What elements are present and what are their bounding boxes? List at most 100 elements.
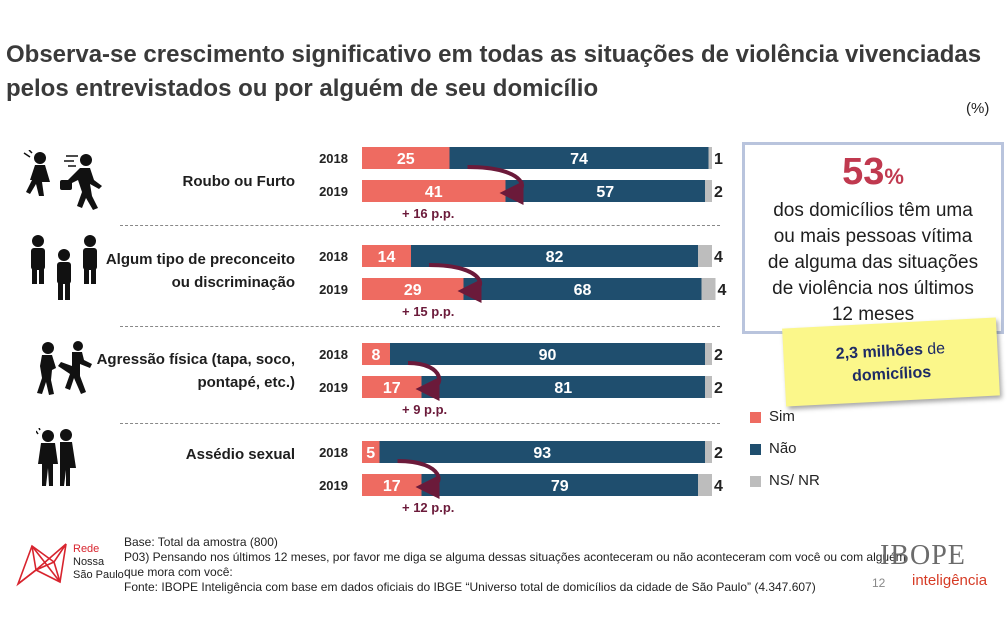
footer-notes: Base: Total da amostra (800) P03) Pensan… (124, 535, 906, 595)
category-label-line: Algum tipo de preconceito (105, 251, 295, 268)
bar-segment-ns (705, 441, 712, 463)
year-label: 2018 (319, 445, 348, 460)
unit-label: (%) (966, 100, 990, 117)
category-label-line: Roubo ou Furto (182, 173, 295, 190)
sticky-note: 2,3 milhões de domicílios (782, 317, 1000, 407)
bar-segment-ns (708, 147, 712, 169)
rede-line-3: São Paulo (73, 569, 124, 581)
harassment-icon (35, 427, 80, 495)
footer-question-cont: que mora com você: (124, 565, 233, 579)
data-label-sim: 17 (383, 380, 401, 397)
stat-text-line: ou mais pessoas vítima (773, 226, 973, 247)
bar-segment-nao (449, 147, 709, 169)
legend-swatch (750, 443, 761, 455)
bar-segment-sim (362, 180, 506, 202)
data-label-sim: 29 (404, 282, 422, 299)
delta-arrow (467, 165, 524, 205)
footer-question: P03) Pensando nos últimos 12 meses, por … (124, 550, 906, 564)
delta-label: + 15 p.p. (402, 304, 454, 319)
bar-segment-nao (411, 245, 698, 267)
bar-segment-sim (362, 441, 380, 463)
note-normal: de (922, 340, 946, 359)
title-line-2: pelos entrevistados ou por alguém de seu… (6, 75, 599, 102)
category-label-line: Agressão física (tapa, soco, (96, 351, 295, 368)
year-label: 2019 (319, 282, 348, 297)
legend-swatch (750, 475, 761, 487)
bar-segment-ns (698, 245, 712, 267)
year-label: 2018 (319, 249, 348, 264)
data-label-sim: 17 (383, 478, 401, 495)
category-label-preconceito: Algum tipo de preconceito ou discriminaç… (106, 248, 295, 294)
data-label-nao: 79 (551, 478, 569, 495)
bar-segment-sim (362, 343, 390, 365)
stat-description: dos domicílios têm uma ou mais pessoas v… (745, 198, 1001, 328)
year-label: 2018 (319, 347, 348, 362)
group-separator (120, 225, 720, 226)
data-label-sim: 5 (366, 445, 375, 462)
data-label-ns: 2 (714, 347, 723, 364)
bar-segment-sim (362, 376, 422, 398)
people-group-icon (26, 232, 102, 307)
page-title: Observa-se crescimento significativo em … (6, 38, 996, 106)
category-label-line: pontapé, etc.) (197, 374, 295, 391)
note-bold: 2,3 milhões (835, 341, 924, 363)
data-label-ns: 4 (718, 282, 727, 299)
rede-nossa-sao-paulo-logo-icon (14, 540, 70, 593)
category-label-agressao: Agressão física (tapa, soco, pontapé, et… (97, 348, 295, 394)
bar-segment-nao (463, 278, 702, 300)
stat-text-line: de violência nos últimos (772, 278, 974, 299)
ibope-logo-sub: inteligência (912, 572, 988, 589)
legend-item-sim: Sim (750, 408, 795, 425)
bar-segment-ns (701, 278, 716, 300)
rede-line-1: Rede (73, 543, 100, 555)
data-label-nao: 57 (596, 184, 614, 201)
legend-swatch (750, 411, 761, 423)
rede-logo-text: Rede Nossa São Paulo (73, 543, 124, 582)
legend-item-ns: NS/ NR (750, 472, 820, 489)
stat-value: 53 (842, 151, 885, 193)
bar-segment-sim (362, 147, 450, 169)
delta-arrow (397, 459, 441, 499)
legend-label: NS/ NR (769, 472, 820, 489)
bar-segment-nao (421, 376, 705, 398)
bar-segment-sim (362, 245, 411, 267)
data-label-ns: 2 (714, 184, 723, 201)
year-label: 2018 (319, 151, 348, 166)
category-label-assedio: Assédio sexual (186, 443, 295, 466)
legend-label: Não (769, 440, 797, 457)
page-number: 12 (872, 576, 886, 590)
data-label-sim: 8 (372, 347, 381, 364)
year-label: 2019 (319, 478, 348, 493)
delta-arrow (407, 361, 442, 401)
stat-percent-sign: % (884, 164, 904, 189)
category-label-roubo: Roubo ou Furto (183, 170, 295, 193)
note-bold-2: domicílios (851, 363, 932, 386)
delta-arrow (428, 263, 483, 303)
data-label-nao: 93 (533, 445, 551, 462)
delta-label: + 12 p.p. (402, 500, 454, 515)
data-label-nao: 82 (546, 249, 564, 266)
theft-icon (22, 149, 108, 217)
data-label-ns: 2 (714, 380, 723, 397)
data-label-sim: 41 (425, 184, 443, 201)
data-label-nao: 90 (539, 347, 557, 364)
data-label-ns: 2 (714, 445, 723, 462)
stat-box: 53% dos domicílios têm uma ou mais pesso… (742, 142, 1004, 334)
data-label-nao: 74 (570, 151, 588, 168)
group-separator (120, 423, 720, 424)
data-label-ns: 4 (714, 249, 723, 266)
data-label-nao: 68 (574, 282, 592, 299)
title-line-1: Observa-se crescimento significativo em … (6, 41, 982, 68)
stat-text-line: 12 meses (831, 304, 915, 325)
year-label: 2019 (319, 380, 348, 395)
category-label-line: ou discriminação (171, 274, 295, 291)
fight-icon (34, 340, 94, 401)
group-separator (120, 326, 720, 327)
bar-segment-nao (505, 180, 705, 202)
ibope-logo: IBOPE (880, 540, 966, 571)
bar-segment-ns (705, 376, 712, 398)
bar-segment-ns (705, 343, 712, 365)
data-label-ns: 1 (714, 151, 723, 168)
bar-segment-nao (379, 441, 705, 463)
